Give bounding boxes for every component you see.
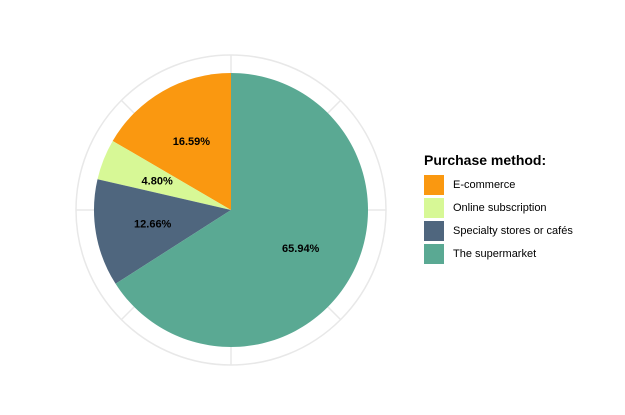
slice-label-e-commerce: 16.59% [173, 136, 211, 148]
slice-label-supermarket: 65.94% [282, 243, 320, 255]
legend-item-e-commerce: E-commerce [424, 173, 573, 196]
legend-swatch-specialty-stores [424, 220, 444, 241]
pie-slice-supermarket [115, 73, 368, 347]
slice-label-online-subscription: 4.80% [142, 176, 173, 188]
legend-swatch-supermarket [424, 243, 444, 264]
legend-item-supermarket: The supermarket [424, 242, 573, 265]
legend-label: Specialty stores or cafés [453, 224, 573, 237]
pie-slice-online-subscription [97, 140, 232, 210]
legend-swatch-online-subscription [424, 197, 444, 218]
legend-swatch-e-commerce [424, 174, 444, 195]
pie-slice-specialty-stores [94, 179, 231, 284]
slice-label-specialty-stores: 12.66% [134, 219, 172, 231]
legend-item-online-subscription: Online subscription [424, 196, 573, 219]
legend-label: E-commerce [453, 178, 516, 191]
legend-item-specialty-stores: Specialty stores or cafés [424, 219, 573, 242]
legend: Purchase method: E-commerce Online subsc… [424, 152, 573, 265]
legend-label: The supermarket [453, 247, 537, 260]
legend-title: Purchase method: [424, 152, 547, 168]
legend-label: Online subscription [453, 201, 547, 214]
pie-slice-e-commerce [112, 73, 231, 210]
